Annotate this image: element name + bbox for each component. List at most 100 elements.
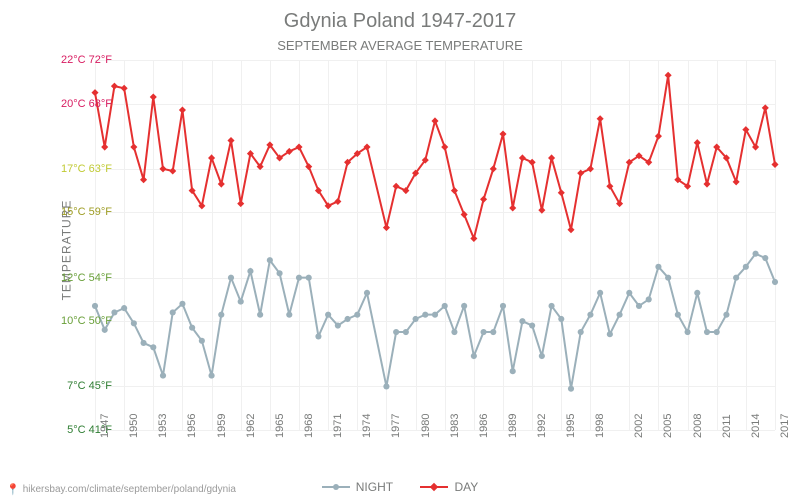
series-marker — [646, 296, 652, 302]
series-marker — [510, 368, 516, 374]
series-marker — [422, 312, 428, 318]
series-marker — [665, 72, 672, 79]
series-marker — [364, 290, 370, 296]
series-marker — [403, 329, 409, 335]
series-marker — [451, 187, 458, 194]
series-marker — [344, 316, 350, 322]
x-tick: 1953 — [157, 414, 169, 438]
map-pin-icon: 📍 — [6, 483, 20, 496]
series-marker — [762, 104, 769, 111]
series-marker — [431, 117, 438, 124]
x-tick: 1959 — [216, 414, 228, 438]
legend-swatch-day — [420, 486, 448, 488]
series-marker — [461, 303, 467, 309]
series-marker — [218, 312, 224, 318]
series-marker — [558, 316, 564, 322]
x-tick: 2008 — [692, 414, 704, 438]
series-marker — [655, 264, 661, 270]
chart-subtitle: SEPTEMBER AVERAGE TEMPERATURE — [0, 38, 800, 53]
series-marker — [131, 320, 137, 326]
y-tick: 20°C 68°F — [61, 98, 112, 110]
series-marker — [228, 275, 234, 281]
series-marker — [208, 373, 214, 379]
series-marker — [267, 257, 273, 263]
x-tick: 1980 — [420, 414, 432, 438]
series-marker — [597, 115, 604, 122]
series-marker — [684, 329, 690, 335]
x-tick: 1947 — [99, 414, 111, 438]
series-marker — [519, 318, 525, 324]
series-marker — [490, 165, 497, 172]
x-tick: 1989 — [507, 414, 519, 438]
series-marker — [305, 163, 312, 170]
chart-title: Gdynia Poland 1947-2017 — [0, 10, 800, 33]
series-marker — [500, 303, 506, 309]
x-tick: 1968 — [303, 414, 315, 438]
series-marker — [306, 275, 312, 281]
plot-area — [95, 60, 775, 430]
series-marker — [529, 159, 536, 166]
series-marker — [150, 344, 156, 350]
chart-svg — [95, 60, 775, 430]
series-marker — [577, 170, 584, 177]
series-marker — [733, 178, 740, 185]
series-marker — [470, 235, 477, 242]
series-marker — [169, 167, 176, 174]
series-marker — [451, 329, 457, 335]
series-marker — [247, 268, 253, 274]
x-tick: 1983 — [449, 414, 461, 438]
x-tick: 2002 — [633, 414, 645, 438]
series-marker — [432, 312, 438, 318]
series-marker — [179, 107, 186, 114]
series-marker — [548, 154, 555, 161]
series-marker — [218, 181, 225, 188]
series-marker — [480, 196, 487, 203]
series-marker — [393, 329, 399, 335]
series-marker — [189, 325, 195, 331]
series-marker — [558, 189, 565, 196]
x-tick: 1998 — [594, 414, 606, 438]
series-marker — [238, 299, 244, 305]
source-url: hikersbay.com/climate/september/poland/g… — [23, 484, 236, 495]
series-marker — [237, 200, 244, 207]
series-marker — [170, 309, 176, 315]
series-marker — [412, 316, 418, 322]
series-marker — [675, 312, 681, 318]
series-marker — [772, 279, 778, 285]
series-marker — [179, 301, 185, 307]
series-marker — [636, 303, 642, 309]
series-marker — [140, 340, 146, 346]
series-marker — [743, 264, 749, 270]
x-tick: 1986 — [478, 414, 490, 438]
series-marker — [296, 275, 302, 281]
series-marker — [111, 83, 118, 90]
x-tick: 1962 — [245, 414, 257, 438]
series-marker — [597, 290, 603, 296]
series-marker — [694, 290, 700, 296]
series-marker — [335, 322, 341, 328]
series-marker — [150, 93, 157, 100]
series-marker — [92, 303, 98, 309]
series-marker — [548, 303, 554, 309]
x-tick: 1992 — [536, 414, 548, 438]
series-marker — [130, 144, 137, 151]
x-tick: 2005 — [662, 414, 674, 438]
source-attribution: 📍 hikersbay.com/climate/september/poland… — [6, 483, 236, 496]
series-marker — [121, 305, 127, 311]
x-tick: 2011 — [721, 414, 733, 438]
series-marker — [140, 176, 147, 183]
series-marker — [480, 329, 486, 335]
legend-item-night: NIGHT — [322, 480, 393, 494]
series-marker — [383, 224, 390, 231]
x-tick: 2014 — [750, 414, 762, 438]
x-tick: 1950 — [128, 414, 140, 438]
series-marker — [121, 85, 128, 92]
series-marker — [655, 133, 662, 140]
x-tick: 1974 — [361, 414, 373, 438]
series-marker — [227, 137, 234, 144]
series-marker — [208, 154, 215, 161]
series-marker — [587, 312, 593, 318]
series-marker — [694, 139, 701, 146]
series-marker — [529, 322, 535, 328]
series-marker — [499, 130, 506, 137]
